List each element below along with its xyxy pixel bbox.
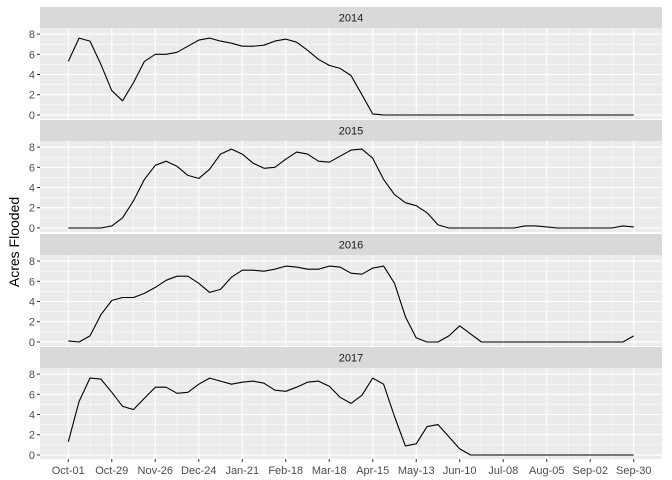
y-axis-title: Acres Flooded	[6, 197, 22, 287]
y-tick-label: 8	[29, 142, 35, 154]
x-tick-label: Oct-01	[52, 465, 85, 477]
series-line	[67, 377, 634, 456]
x-tick-label: Feb-18	[268, 465, 303, 477]
y-tick-label: 8	[29, 29, 35, 41]
x-tick-label: Jun-10	[443, 465, 477, 477]
x-tick-label: Mar-18	[312, 465, 347, 477]
y-tick-label: 8	[29, 256, 35, 268]
series-line	[68, 148, 634, 229]
y-tick-label: 2	[29, 90, 35, 102]
y-tick-label: 2	[29, 317, 35, 329]
facet-strip	[40, 347, 662, 368]
series-line	[68, 265, 634, 343]
y-tick-label: 2	[29, 430, 35, 442]
y-tick-label: 6	[29, 49, 35, 61]
facet-strip-label: 2015	[339, 126, 363, 138]
facet-strip-label: 2017	[339, 353, 363, 365]
facet-panel: 2015 0 2 4 6 8	[29, 120, 662, 235]
y-tick-label: 4	[29, 70, 35, 82]
y-tick-label: 6	[29, 276, 35, 288]
facet-panel: 2017 0 2 4 6 8	[29, 347, 662, 462]
y-tick-label: 0	[29, 337, 35, 349]
x-tick-label: May-13	[398, 465, 435, 477]
facet-strip	[40, 120, 662, 141]
y-tick-label: 0	[29, 450, 35, 462]
facet-strip-label: 2016	[339, 240, 363, 252]
chart-panels: 2014 0 2 4 6 8 2015 0 2 4 6 8 2016 0 2 4 6 8 2017 0 2 4 6 8	[29, 7, 662, 462]
y-tick-label: 8	[29, 369, 35, 381]
x-tick-label: Apr-15	[356, 465, 389, 477]
x-tick-label: Oct-29	[95, 465, 128, 477]
y-tick-label: 6	[29, 162, 35, 174]
x-tick-label: Aug-05	[529, 465, 564, 477]
y-tick-label: 0	[29, 110, 35, 122]
x-tick-label: Dec-24	[181, 465, 216, 477]
y-tick-label: 0	[29, 223, 35, 235]
facet-panel: 2014 0 2 4 6 8	[29, 7, 662, 122]
y-tick-label: 4	[29, 410, 35, 422]
x-axis: Oct-01 Oct-29 Nov-26 Dec-24 Jan-21 Feb-18 Mar-…	[52, 459, 651, 477]
facet-panel: 2016 0 2 4 6 8	[29, 234, 662, 349]
x-tick-label: Jul-08	[488, 465, 518, 477]
x-tick-label: Jan-21	[225, 465, 259, 477]
y-tick-label: 4	[29, 183, 35, 195]
y-tick-label: 2	[29, 203, 35, 215]
x-tick-label: Sep-02	[572, 465, 607, 477]
series-line	[67, 37, 634, 116]
facet-strip	[40, 234, 662, 255]
facet-strip-label: 2014	[339, 13, 363, 25]
facet-strip	[40, 7, 662, 28]
x-tick-label: Sep-30	[616, 465, 651, 477]
y-tick-label: 4	[29, 297, 35, 309]
x-tick-label: Nov-26	[138, 465, 173, 477]
y-tick-label: 6	[29, 389, 35, 401]
